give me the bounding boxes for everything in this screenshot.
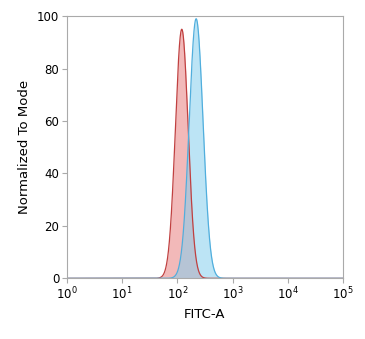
Y-axis label: Normalized To Mode: Normalized To Mode — [18, 80, 31, 214]
X-axis label: FITC-A: FITC-A — [184, 308, 226, 321]
